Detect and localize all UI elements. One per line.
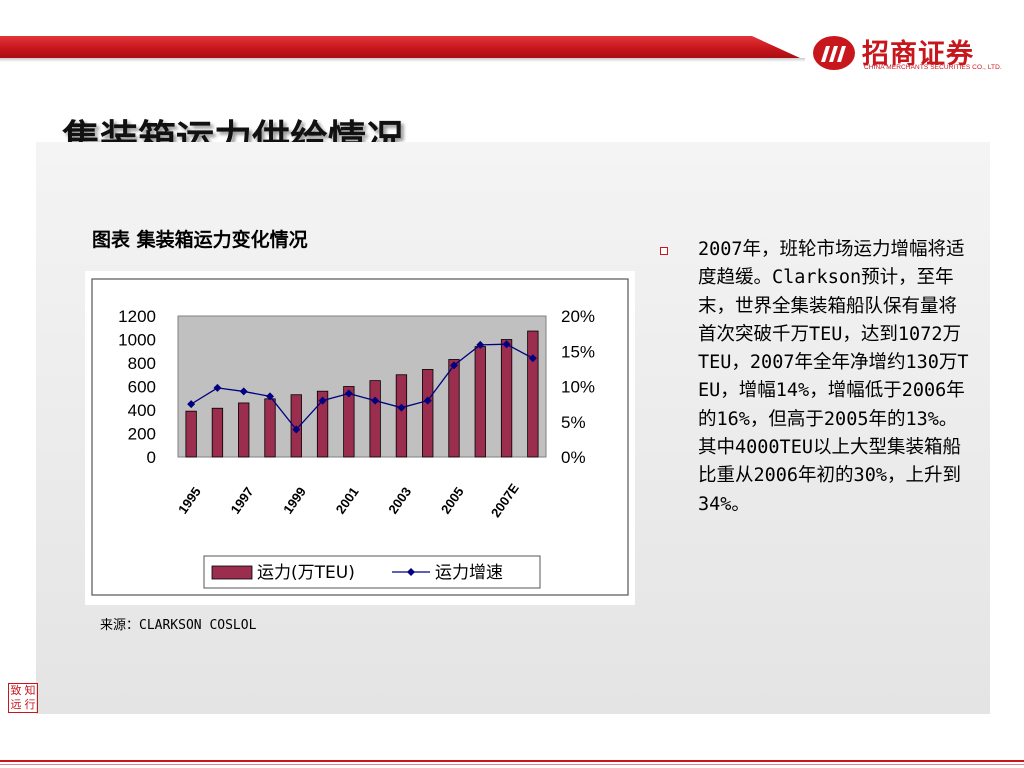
line-point — [292, 425, 301, 434]
left-axis-tick: 800 — [128, 354, 156, 373]
bar — [422, 369, 434, 458]
header-band-shadow — [0, 58, 805, 62]
header-band — [0, 36, 800, 58]
bullet-text: 2007年，班轮市场运力增幅将适度趋缓。Clarkson预计，至年末，世界全集装… — [698, 239, 969, 515]
line-point — [344, 389, 353, 398]
legend-bar-label: 运力(万TEU) — [257, 563, 355, 583]
growth-line — [190, 343, 534, 431]
stamp-char: 远 — [10, 698, 22, 711]
line-point — [187, 400, 196, 409]
left-axis-tick: 400 — [128, 401, 156, 420]
bar — [369, 380, 381, 458]
footer-line-thin — [0, 764, 1024, 765]
bar — [238, 402, 250, 458]
legend-bar-swatch — [211, 565, 253, 580]
source-note: 来源：CLARKSON COSLOL — [100, 618, 257, 633]
bar — [500, 339, 513, 458]
bar — [395, 374, 408, 458]
bar — [474, 346, 486, 458]
line-point — [397, 403, 406, 412]
bar — [448, 359, 460, 458]
line-point — [528, 354, 537, 363]
legend-line-marker — [407, 568, 415, 576]
logo-mark-icon — [813, 36, 855, 70]
logo-name-cn: 招商证券 — [862, 39, 974, 70]
bar — [211, 407, 224, 458]
line-point — [423, 396, 432, 405]
left-axis-tick: 600 — [128, 378, 156, 397]
bar — [343, 386, 355, 458]
line-point — [450, 361, 458, 370]
stamp-char: 知 — [24, 684, 36, 697]
line-point — [266, 392, 274, 401]
right-axis-tick: 5% — [561, 413, 586, 432]
seal-stamp-icon: 致 知 远 行 — [8, 683, 38, 713]
line-point — [476, 340, 485, 349]
left-axis-tick: 0 — [147, 448, 156, 467]
left-axis-tick: 1200 — [118, 307, 156, 326]
left-axis-tick: 200 — [128, 425, 156, 444]
right-axis-tick: 20% — [561, 307, 595, 326]
right-axis-tick: 15% — [561, 342, 595, 361]
line-point — [502, 340, 511, 349]
legend-box — [203, 555, 541, 589]
bar — [316, 390, 329, 458]
plot-area — [177, 315, 547, 458]
right-axis-tick: 10% — [561, 378, 595, 397]
footer-line — [0, 760, 1024, 762]
chart-container: 0 200 400 600 800 1000 1200 0% 5% 10% 15% 20% 1995 19… — [85, 271, 635, 605]
stamp-char: 行 — [24, 698, 36, 711]
stamp-char: 致 — [10, 684, 22, 697]
line-point — [213, 383, 222, 392]
left-axis-tick: 1000 — [118, 331, 156, 350]
line-point — [371, 396, 380, 405]
chart-heading: 图表 集装箱运力变化情况 — [92, 229, 308, 251]
company-logo: 招商证券 CHINA MERCHANTS SECURITIES CO., LTD… — [812, 30, 1002, 76]
legend-line-label: 运力增速 — [435, 563, 503, 583]
line-point — [239, 387, 248, 396]
right-axis-tick: 0% — [561, 448, 586, 467]
line-point — [318, 396, 327, 405]
logo-name-en: CHINA MERCHANTS SECURITIES CO., LTD. — [864, 64, 1002, 71]
square-bullet-icon — [660, 247, 668, 255]
bar — [527, 330, 539, 458]
bar — [185, 410, 197, 458]
bar — [264, 398, 276, 458]
